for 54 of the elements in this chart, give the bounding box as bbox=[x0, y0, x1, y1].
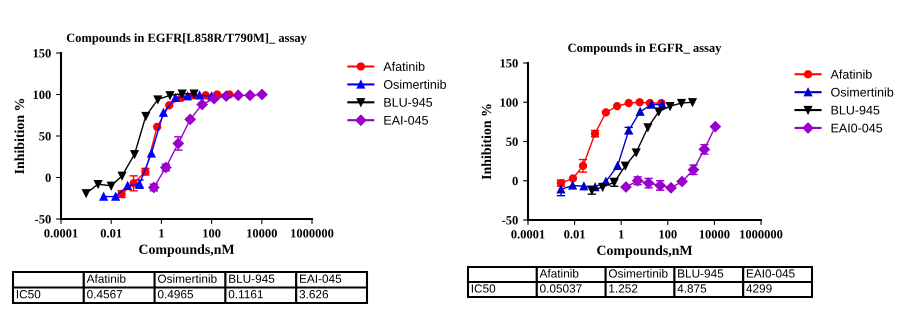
y-axis-title: Inhibition % bbox=[481, 104, 492, 180]
text: Osimertinib bbox=[158, 274, 217, 283]
x-tick-label: 0.01 bbox=[564, 230, 585, 239]
y-tick-label: 100 bbox=[500, 98, 518, 107]
y-tick-label: 100 bbox=[34, 90, 51, 99]
x-tick-label: 0.0001 bbox=[44, 229, 78, 238]
text: 0.05037 bbox=[540, 284, 582, 293]
legend-label: Afatinib bbox=[830, 70, 872, 79]
text: 0.1161 bbox=[228, 290, 263, 298]
text: 0.4567 bbox=[87, 290, 122, 298]
legend-label: EAI0-045 bbox=[832, 124, 882, 132]
x-tick-label: 1000000 bbox=[740, 230, 782, 239]
x-tick-label: 0.01 bbox=[100, 229, 122, 238]
x-tick-label: 0.0001 bbox=[511, 230, 545, 239]
x-tick-label: 10000 bbox=[247, 229, 277, 238]
legend-label: Osimertinib bbox=[384, 80, 446, 89]
y-tick-label: -50 bbox=[35, 215, 51, 224]
text: IC50 bbox=[472, 284, 496, 293]
text: 1.252 bbox=[609, 284, 638, 293]
text: Osimertinib bbox=[608, 268, 668, 278]
text: 4299 bbox=[746, 284, 772, 293]
text: BLU-945 bbox=[678, 269, 724, 278]
text: IC50 bbox=[16, 290, 40, 298]
x-tick-label: 1000000 bbox=[291, 229, 334, 238]
text: EAI-045 bbox=[300, 274, 342, 283]
text: BLU-945 bbox=[229, 274, 274, 283]
y-tick-label: 50 bbox=[39, 132, 51, 140]
legend-label: BLU-945 bbox=[384, 98, 432, 107]
y-tick-label: 50 bbox=[506, 138, 518, 146]
x-tick-label: 1 bbox=[159, 229, 164, 238]
text: 4.875 bbox=[677, 284, 706, 293]
x-tick-label: 100 bbox=[203, 229, 220, 238]
text: 0.4965 bbox=[158, 290, 194, 298]
x-tick-label: 100 bbox=[659, 230, 677, 239]
text: 3.626 bbox=[299, 290, 328, 298]
legend-label: Osimertinib bbox=[831, 87, 894, 97]
y-tick-label: 150 bbox=[34, 49, 51, 58]
text: Afatinib bbox=[540, 268, 578, 278]
y-axis-title: Inhibition % bbox=[14, 98, 24, 174]
x-axis-title: Compounds,nM bbox=[597, 245, 692, 258]
legend-label: EAI-045 bbox=[384, 116, 428, 125]
x-axis-title: Compounds,nM bbox=[139, 244, 234, 257]
y-tick-label: 150 bbox=[500, 59, 518, 68]
legend-label: Afatinib bbox=[383, 62, 425, 71]
y-tick-label: 0 bbox=[512, 176, 518, 186]
x-tick-label: 10000 bbox=[700, 230, 730, 239]
text: EAI0-045 bbox=[746, 269, 795, 278]
text: Afatinib bbox=[86, 274, 126, 283]
y-tick-label: -50 bbox=[502, 216, 518, 224]
y-tick-label: 0 bbox=[46, 174, 51, 182]
chart-title: Compounds in EGFR_ assay bbox=[568, 43, 722, 55]
x-tick-label: 1 bbox=[619, 230, 624, 238]
legend-label: BLU-945 bbox=[832, 106, 880, 115]
chart-title: Compounds in EGFR[L858R/T790M]_ assay bbox=[66, 33, 307, 45]
